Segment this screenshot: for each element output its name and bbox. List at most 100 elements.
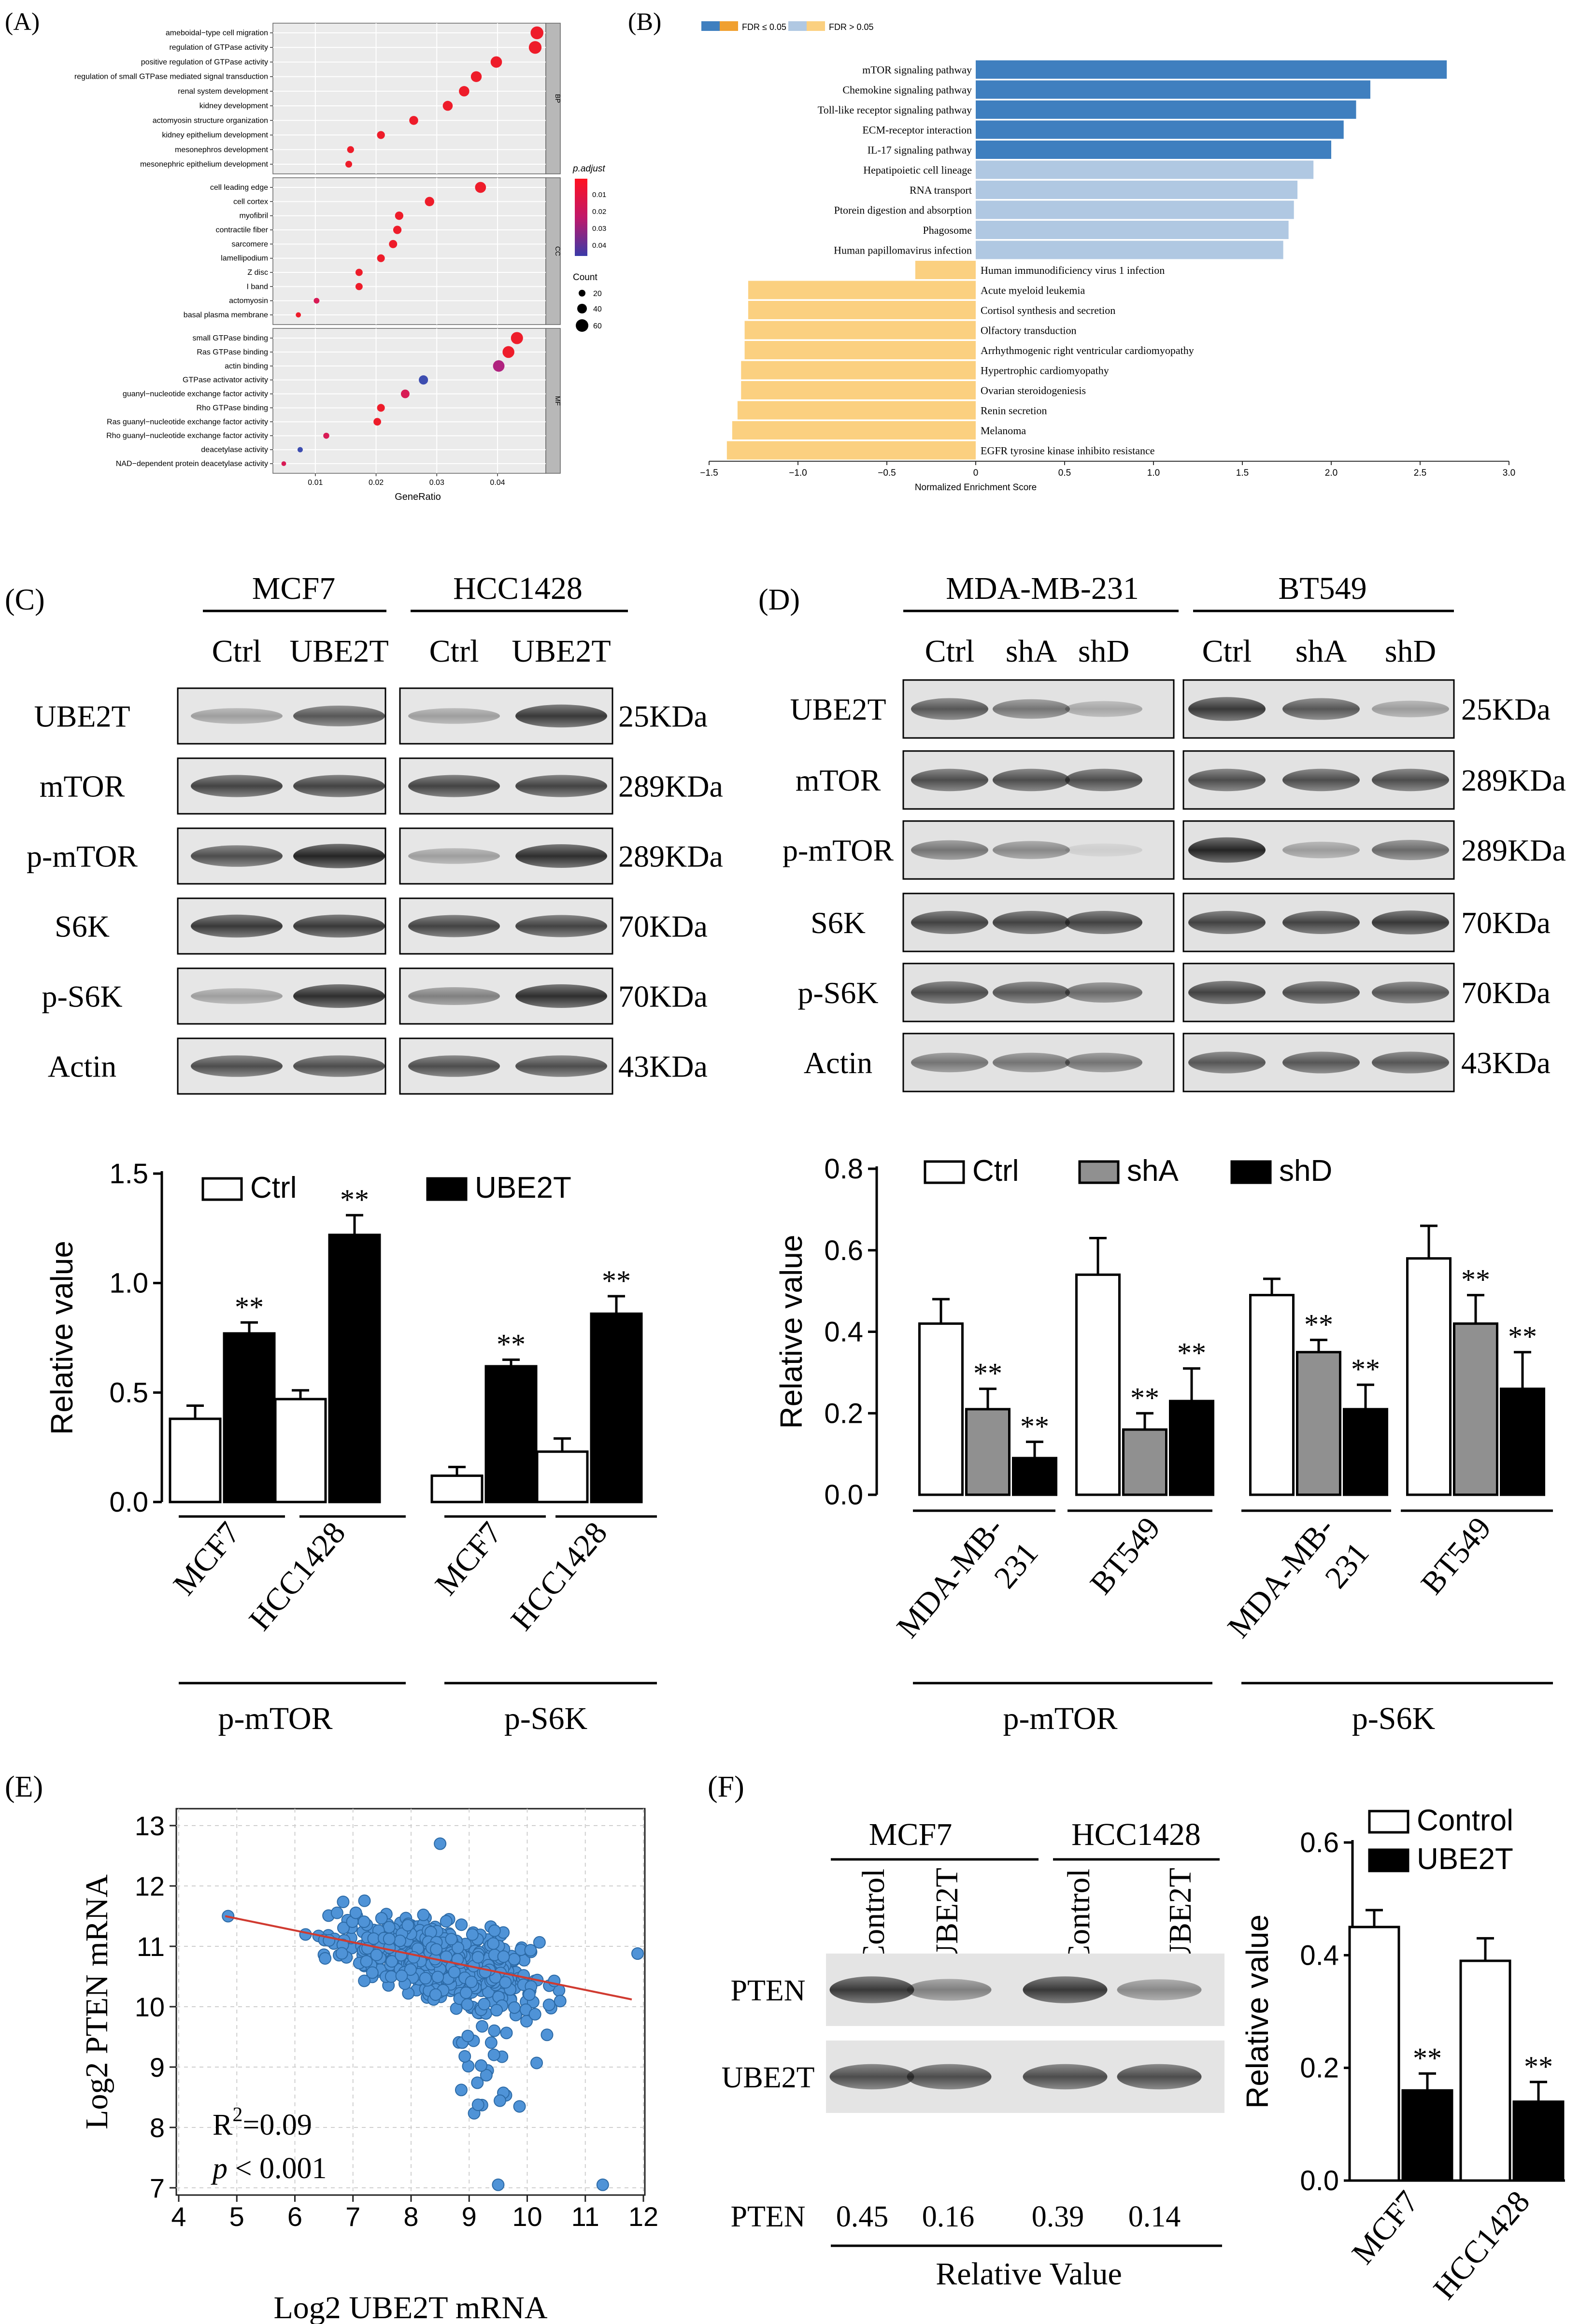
c-lane-ube2t-1: UBE2T: [289, 634, 388, 669]
go-term-dot: [297, 447, 303, 453]
d-cell-line-bt549: BT549: [1278, 571, 1366, 606]
c-chart-bar-ctrl: [430, 1474, 484, 1503]
d-row-kda-label: 289KDa: [1461, 833, 1566, 867]
c-blot-band: [515, 775, 607, 797]
e-scatter-point: [533, 1936, 546, 1949]
c-row-kda-label: 70KDa: [618, 909, 708, 944]
e-scatter-point: [480, 2069, 493, 2082]
go-term-label: myofibril: [239, 212, 268, 220]
gsea-bar: [737, 401, 976, 420]
e-y-tick-label: 11: [137, 1931, 165, 1962]
e-p-annotation: p < 0.001: [211, 2152, 327, 2185]
f-blot-band: [907, 2064, 992, 2090]
e-scatter-point: [596, 2178, 609, 2191]
d-row-protein-label: Actin: [804, 1046, 872, 1080]
e-scatter-point: [337, 1895, 350, 1908]
c-cell-line-hcc1428: HCC1428: [453, 571, 583, 606]
go-term-dot: [442, 100, 453, 111]
d-blot-band: [911, 981, 988, 1004]
d-chart-legend-label: shA: [1127, 1154, 1179, 1188]
d-chart-category-label: BT549: [1414, 1511, 1498, 1601]
f-blot-band: [907, 1979, 992, 2001]
e-y-tick-label: 12: [135, 1871, 165, 1901]
e-scatter-point: [394, 1934, 407, 1947]
d-chart-category-label: MDA-MB-: [1221, 1511, 1341, 1644]
c-blot-band: [515, 704, 607, 728]
e-y-tick-label: 10: [135, 1992, 165, 2022]
go-term-label: guanyl−nucleotide exchange factor activi…: [123, 390, 268, 398]
go-term-dot: [373, 418, 381, 426]
f-chart-y-tick-label: 0.6: [1300, 1827, 1339, 1858]
gsea-x-tick-label: 0: [973, 468, 979, 478]
d-chart-bar-ctrl: [918, 1322, 964, 1496]
f-chart-legend-swatch: [1368, 1848, 1409, 1872]
gsea-bar: [744, 321, 976, 340]
d-chart-sig-marker: **: [1130, 1382, 1159, 1414]
e-scatter-point: [383, 1921, 396, 1934]
e-scatter-point: [513, 2100, 526, 2113]
e-scatter-point: [492, 2178, 505, 2191]
padj-legend-title: p.adjust: [572, 164, 605, 174]
e-scatter-point: [487, 1937, 500, 1950]
d-chart-legend-swatch: [1230, 1160, 1272, 1184]
gsea-bar: [741, 361, 976, 380]
c-chart-category-label: HCC1428: [242, 1516, 352, 1637]
gsea-bar: [976, 100, 1356, 119]
e-scatter-point: [554, 1995, 567, 2008]
f-chart-legend-label: UBE2T: [1417, 1842, 1513, 1876]
c-row-protein-label: UBE2T: [34, 699, 130, 734]
f-quant-value-3: 0.39: [1032, 2200, 1084, 2233]
d-chart-bar-ctrl: [1406, 1257, 1452, 1496]
d-chart-legend-label: shD: [1279, 1154, 1332, 1188]
c-chart-legend-label: UBE2T: [475, 1171, 571, 1205]
d-chart-legend-swatch: [924, 1160, 965, 1184]
gsea-pathway-label: Renin secretion: [981, 405, 1047, 417]
d-chart-bar-sha: [1453, 1322, 1498, 1496]
f-chart-bar-ube2t: [1401, 2089, 1453, 2182]
d-blot-band: [1282, 768, 1360, 792]
go-term-dot: [459, 86, 470, 97]
e-scatter-point: [461, 2029, 474, 2042]
c-row-kda-label: 70KDa: [618, 979, 708, 1014]
legend-ns-blue-swatch: [788, 21, 807, 31]
gsea-x-tick-label: 2.0: [1325, 468, 1338, 478]
d-blot-band: [1282, 911, 1360, 934]
c-cell-line-mcf7: MCF7: [252, 571, 335, 606]
e-scatter-point: [455, 2083, 468, 2097]
f-blot-strips: PTEN UBE2T: [722, 1954, 1224, 2113]
e-scatter-point: [434, 1837, 447, 1850]
d-row-protein-label: mTOR: [796, 763, 881, 797]
go-term-label: cell leading edge: [210, 184, 268, 192]
d-blot-band: [1065, 701, 1142, 717]
gsea-x-tick-label: −1.5: [700, 468, 718, 478]
f-chart-y-tick-label: 0.0: [1300, 2165, 1339, 2196]
d-row-kda-label: 25KDa: [1461, 692, 1551, 726]
e-scatter-point: [487, 2048, 500, 2061]
gsea-pathway-label: Acute myeloid leukemia: [981, 284, 1085, 297]
d-row-protein-label: UBE2T: [790, 692, 886, 726]
go-legend: p.adjust 0.01 0.02 0.03 0.04 Count 20 40…: [572, 164, 606, 332]
go-term-dot: [395, 212, 403, 220]
c-chart-sig-marker: **: [235, 1291, 264, 1323]
e-scatter-point: [430, 1943, 443, 1956]
d-blot-band: [1065, 1052, 1142, 1073]
e-scatter-point: [471, 2098, 484, 2111]
d-lane-shd-1: shD: [1078, 634, 1129, 669]
gsea-bar: [744, 341, 976, 359]
c-chart-legend-label: Ctrl: [250, 1171, 297, 1205]
c-blot-band: [515, 844, 607, 868]
e-p-symbol: p: [211, 2152, 228, 2185]
f-quant-value-1: 0.45: [836, 2200, 889, 2233]
d-lane-ctrl-2: Ctrl: [1202, 634, 1252, 669]
gsea-pathway-label: Phagosome: [923, 224, 972, 236]
e-scatter-point: [508, 1953, 521, 1966]
c-row-kda-label: 289KDa: [618, 839, 723, 874]
count-legend-dot-20: [579, 290, 585, 297]
c-blot-band: [515, 984, 607, 1008]
f-blot-band: [1117, 2064, 1202, 2090]
e-scatter-point: [542, 1998, 555, 2012]
d-blot-band: [1372, 700, 1449, 718]
c-chart-legend-swatch: [201, 1177, 243, 1201]
f-chart-y-tick-label: 0.4: [1300, 1940, 1339, 1971]
